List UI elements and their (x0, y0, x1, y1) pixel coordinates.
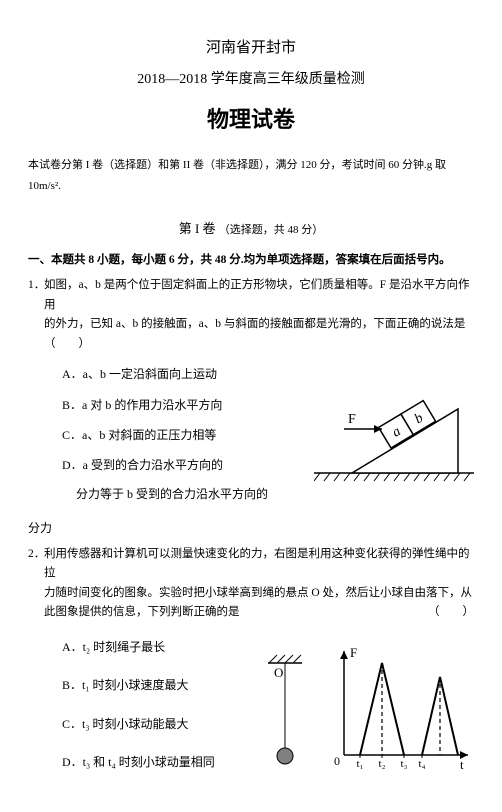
paper-description: 本试卷分第 I 卷（选择题）和第 II 卷（非选择题），满分 120 分，考试时… (28, 155, 474, 197)
section-1-label: 一、本题共 8 小题，每小题 6 分，共 48 分.均为单项选择题，答案填在后面… (28, 251, 474, 271)
q1-text-line1: 如图，a、b 是两个位于固定斜面上的正方形物块，它们质量相等。F 是沿水平方向作… (44, 276, 474, 315)
question-1: 1． 如图，a、b 是两个位于固定斜面上的正方形物块，它们质量相等。F 是沿水平… (28, 276, 474, 354)
header-province: 河南省开封市 (28, 36, 474, 62)
part-1-label: 第 I 卷 (179, 221, 216, 236)
q1-figure: a b F (314, 395, 474, 487)
part-1-sub: （选择题，共 48 分） (219, 224, 324, 236)
question-2: 2． 利用传感器和计算机可以测量快速变化的力，右图是利用这种变化获得的弹性绳中的… (28, 545, 474, 623)
paper-title: 物理试卷 (28, 101, 474, 138)
q2-text-line1: 利用传感器和计算机可以测量快速变化的力，右图是利用这种变化获得的弹性绳中的拉 (44, 545, 474, 584)
q2-text-line2: 力随时间变化的图象。实验时把小球举高到绳的悬点 O 处，然后让小球自由落下，从 (44, 584, 474, 604)
q2-text-line3: 此图象提供的信息，下列判断正确的是 （ ） (44, 603, 474, 623)
q2-fig-t4: t₄ (419, 758, 426, 770)
q2-fig-o-label: O (274, 665, 283, 680)
svg-text:0: 0 (334, 754, 340, 768)
q1-option-d-line3: 分力 (28, 518, 474, 538)
q2-fig-y-label: F (350, 645, 357, 660)
q1-option-a: A．a、b 一定沿斜面向上运动 (62, 364, 474, 384)
q1-option-d-line2: 分力等于 b 受到的合力沿水平方向的 (76, 484, 474, 504)
part-1-heading: 第 I 卷 （选择题，共 48 分） (28, 218, 474, 240)
q2-fig-t3: t₃ (401, 758, 408, 770)
q2-number: 2． (28, 545, 45, 565)
q1-fig-f-label: F (348, 412, 356, 427)
q1-number: 1． (28, 276, 45, 296)
header-year: 2018—2018 学年度高三年级质量检测 (28, 68, 474, 92)
q2-fig-x-label: t (460, 757, 464, 772)
q1-text-line2: 的外力，已知 a、b 的接触面，a、b 与斜面的接触面都是光滑的，下面正确的说法… (44, 315, 474, 354)
q2-fig-t2: t₂ (379, 758, 386, 770)
q2-fig-t1: t₁ (357, 758, 364, 770)
